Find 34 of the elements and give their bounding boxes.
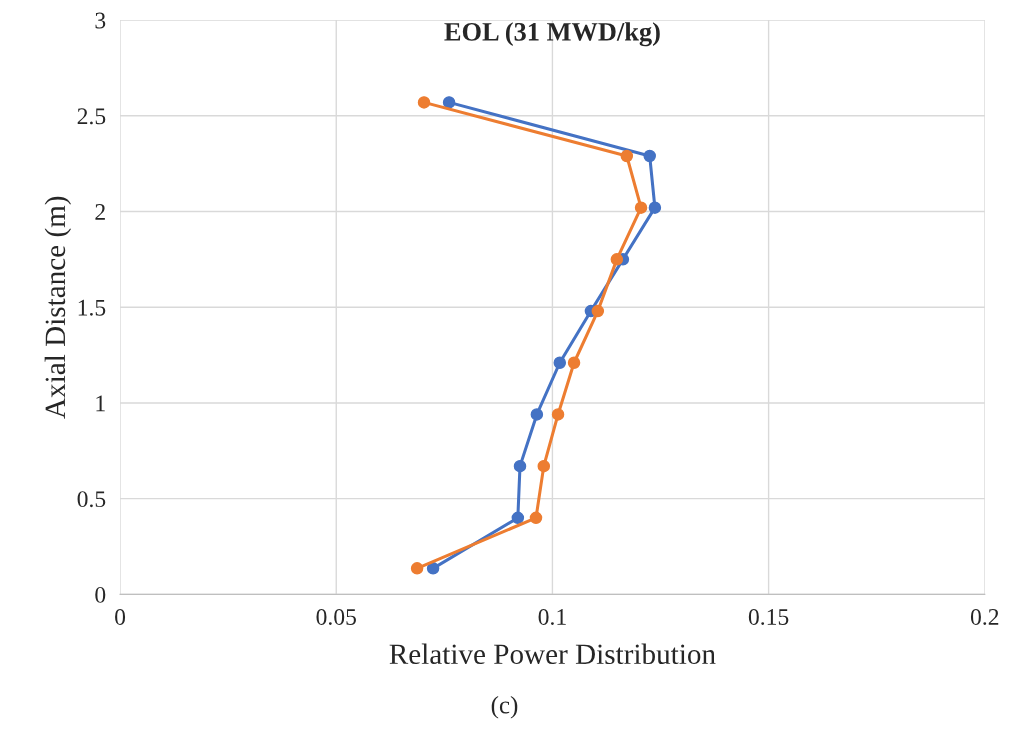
point xyxy=(643,149,656,163)
point xyxy=(634,201,648,214)
y-tick-label: 0.5 xyxy=(77,491,106,508)
point xyxy=(511,511,525,525)
x-tick-label: 0 xyxy=(115,608,126,625)
point xyxy=(610,253,624,266)
point xyxy=(442,96,456,109)
y-tick-label: 0 xyxy=(95,586,106,603)
point xyxy=(529,511,543,525)
point xyxy=(410,562,424,575)
point xyxy=(553,356,567,370)
x-tick-label: 0.15 xyxy=(748,608,789,626)
point xyxy=(591,304,605,318)
point xyxy=(620,149,634,163)
x-tick-label: 0.1 xyxy=(538,608,566,626)
y-tick-label: 2.5 xyxy=(77,108,106,125)
y-tick-label: 2 xyxy=(95,204,105,220)
point xyxy=(551,408,565,421)
y-axis-title: Axial Distance (m) xyxy=(44,196,72,419)
x-tick-label: 0.2 xyxy=(970,608,999,626)
point xyxy=(426,562,440,575)
y-tick-label: 3 xyxy=(95,12,106,29)
x-tick-label: 0.05 xyxy=(316,608,356,626)
x-axis-title: Relative Power Distribution xyxy=(389,643,716,665)
y-tick-label: 1.5 xyxy=(78,299,106,316)
y-tick-label: 1 xyxy=(96,395,105,412)
text: (c) xyxy=(491,695,518,719)
point xyxy=(513,459,527,473)
point xyxy=(567,356,581,370)
point xyxy=(537,459,551,473)
point xyxy=(417,96,431,109)
chart-title: EOL (31 MWD/kg) xyxy=(444,22,660,47)
point xyxy=(530,408,544,421)
point xyxy=(648,201,662,214)
